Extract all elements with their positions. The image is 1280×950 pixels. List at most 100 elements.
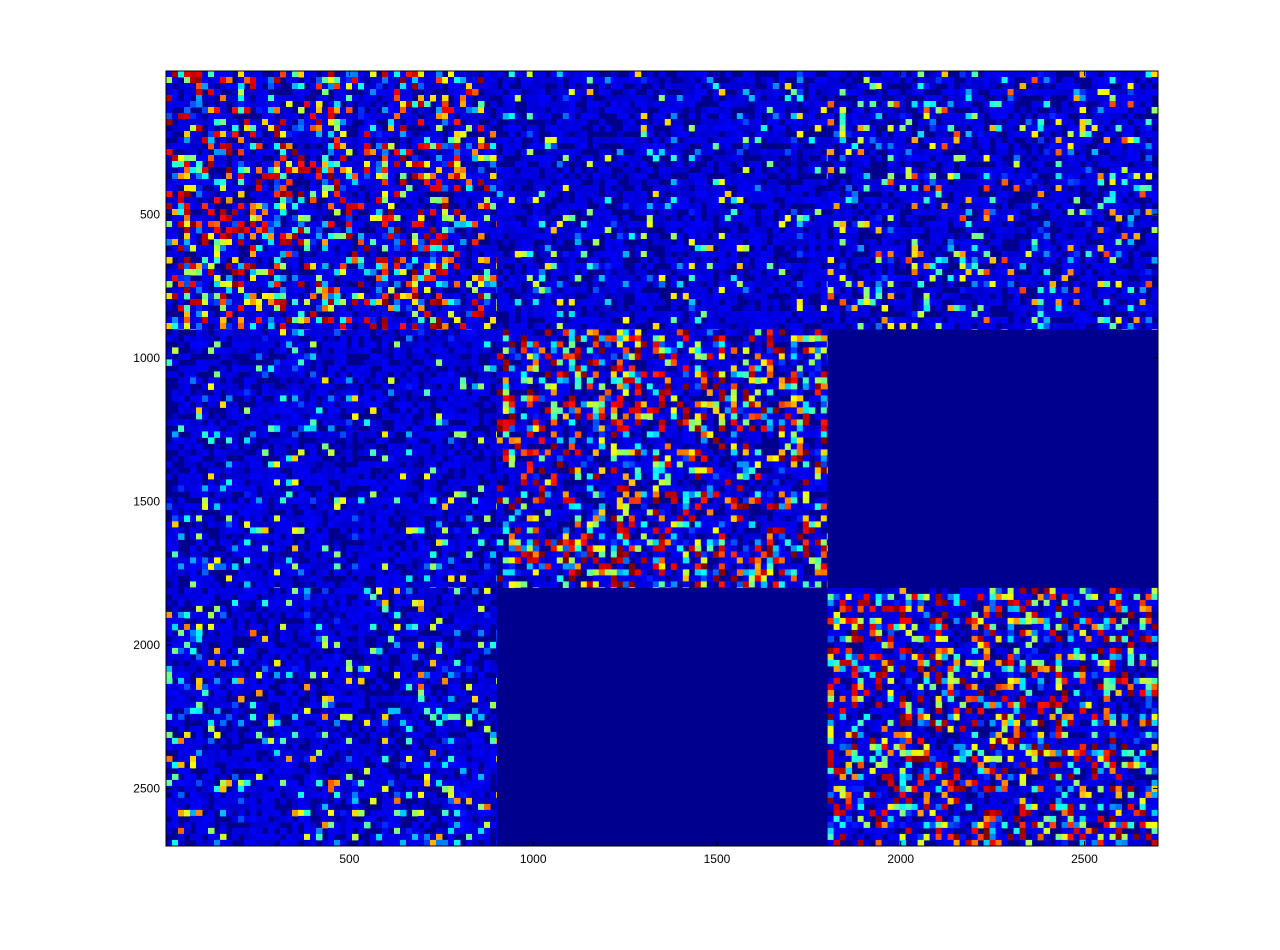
heatmap-cell <box>418 257 425 264</box>
heatmap-cell <box>358 83 365 90</box>
heatmap-cell <box>454 251 461 258</box>
heatmap-cell <box>424 131 431 138</box>
heatmap-cell <box>172 293 179 300</box>
heatmap-cell <box>250 125 257 132</box>
heatmap-cell <box>268 137 275 144</box>
heatmap-cell <box>1133 263 1141 270</box>
heatmap-cell <box>688 209 696 216</box>
heatmap-cell <box>808 317 816 324</box>
heatmap-cell <box>634 179 642 186</box>
heatmap-cell <box>184 221 191 228</box>
heatmap-cell <box>1013 185 1021 192</box>
heatmap-cell <box>340 131 347 138</box>
heatmap-cell <box>760 257 768 264</box>
heatmap-cell <box>1121 269 1129 276</box>
heatmap-cell <box>538 71 546 78</box>
heatmap-cell <box>286 161 293 168</box>
heatmap-cell <box>1139 221 1147 228</box>
heatmap-cell <box>748 95 756 102</box>
heatmap-cell <box>604 167 612 174</box>
heatmap-cell <box>833 125 841 132</box>
heatmap-cell <box>508 329 516 330</box>
heatmap-cell <box>965 251 973 258</box>
heatmap-cell <box>616 137 624 144</box>
heatmap-cell <box>863 125 871 132</box>
heatmap-cell <box>340 161 347 168</box>
heatmap-cell <box>965 179 973 186</box>
heatmap-cell <box>496 203 497 210</box>
heatmap-cell <box>574 311 582 318</box>
heatmap-cell <box>1085 257 1093 264</box>
heatmap-cell <box>220 299 227 306</box>
heatmap-cell <box>1055 119 1063 126</box>
heatmap-cell <box>887 185 895 192</box>
heatmap-cell <box>442 185 449 192</box>
heatmap-cell <box>424 311 431 318</box>
heatmap-cell <box>658 191 666 198</box>
heatmap-cell <box>244 107 251 114</box>
heatmap-cell <box>340 317 347 324</box>
heatmap-cell <box>658 203 666 210</box>
heatmap-cell <box>1121 203 1129 210</box>
heatmap-cell <box>316 191 323 198</box>
heatmap-cell <box>1001 107 1009 114</box>
heatmap-cell <box>826 113 828 120</box>
heatmap-cell <box>436 329 443 330</box>
heatmap-cell <box>959 119 967 126</box>
heatmap-cell <box>881 119 889 126</box>
heatmap-cell <box>706 257 714 264</box>
heatmap-cell <box>184 227 191 234</box>
heatmap-cell <box>550 257 558 264</box>
heatmap-cell <box>827 197 835 204</box>
heatmap-cell <box>827 221 835 228</box>
heatmap-cell <box>1013 131 1021 138</box>
heatmap-cell <box>442 113 449 120</box>
heatmap-cell <box>748 293 756 300</box>
heatmap-cell <box>670 203 678 210</box>
heatmap-cell <box>622 155 630 162</box>
heatmap-cell <box>808 89 816 96</box>
heatmap-cell <box>400 239 407 246</box>
heatmap-cell <box>670 161 678 168</box>
heatmap-cell <box>839 197 847 204</box>
heatmap-cell <box>634 143 642 150</box>
heatmap-cell <box>556 185 564 192</box>
heatmap-cell <box>712 197 720 204</box>
heatmap-cell <box>706 281 714 288</box>
heatmap-cell <box>394 101 401 108</box>
heatmap-cell <box>820 305 828 312</box>
heatmap-cell <box>316 101 323 108</box>
heatmap-cell <box>670 197 678 204</box>
heatmap-cell <box>826 239 828 246</box>
heatmap-cell <box>1055 83 1063 90</box>
heatmap-cell <box>388 287 395 294</box>
heatmap-cell <box>322 317 329 324</box>
heatmap-cell <box>484 83 491 90</box>
heatmap-cell <box>562 269 570 276</box>
heatmap-cell <box>304 89 311 96</box>
heatmap-cell <box>568 275 576 282</box>
heatmap-cell <box>718 119 726 126</box>
heatmap-cell <box>1085 209 1093 216</box>
heatmap-cell <box>184 113 191 120</box>
heatmap-cell <box>953 215 961 222</box>
heatmap-cell <box>358 179 365 186</box>
heatmap-cell <box>460 305 467 312</box>
heatmap-cell <box>454 245 461 252</box>
heatmap-cell <box>935 137 943 144</box>
heatmap-cell <box>442 77 449 84</box>
heatmap-cell <box>232 203 239 210</box>
heatmap-cell <box>568 185 576 192</box>
heatmap-cell <box>839 203 847 210</box>
heatmap-cell <box>634 173 642 180</box>
heatmap-cell <box>796 263 804 270</box>
heatmap-cell <box>1091 113 1099 120</box>
heatmap-cell <box>196 179 203 186</box>
heatmap-cell <box>310 281 317 288</box>
heatmap-cell <box>694 215 702 222</box>
heatmap-cell <box>1025 173 1033 180</box>
heatmap-cell <box>244 119 251 126</box>
heatmap-cell <box>172 143 179 150</box>
heatmap-cell <box>1001 71 1009 78</box>
heatmap-cell <box>370 209 377 216</box>
